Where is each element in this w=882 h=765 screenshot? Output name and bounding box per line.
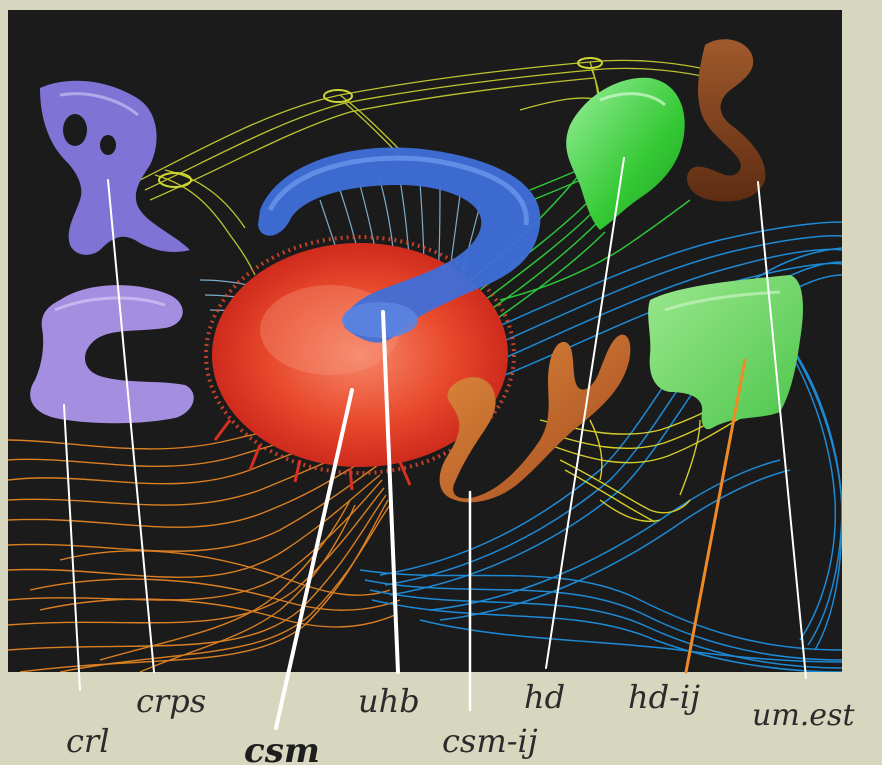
csm-ij-structure (439, 334, 631, 503)
leader-lines (63, 157, 807, 730)
label-csm: csm (244, 731, 320, 765)
label-um-est: um.est (752, 698, 855, 733)
leader-line-crl (63, 404, 81, 691)
crl-structure (30, 285, 194, 424)
uhb-structure (258, 147, 541, 343)
leader-line-hd-ij (684, 358, 747, 674)
um-est-structure (686, 39, 766, 202)
hd-structure (566, 77, 685, 230)
label-hd: hd (524, 678, 565, 716)
label-csm-ij: csm-ij (442, 722, 538, 760)
leader-line-um-est (757, 181, 807, 679)
leader-line-crps (107, 179, 155, 673)
crps-structure (40, 80, 190, 255)
yellow-fiber-node (323, 89, 353, 103)
label-hd-ij: hd-ij (628, 678, 700, 716)
leader-line-hd (545, 157, 625, 669)
yellow-fiber-node (158, 172, 192, 188)
label-uhb: uhb (358, 682, 420, 720)
yellow-fiber-node (577, 57, 603, 69)
label-crl: crl (66, 722, 109, 760)
leader-line-csm (274, 388, 354, 730)
label-crps: crps (136, 682, 206, 720)
leader-line-uhb (381, 310, 400, 674)
